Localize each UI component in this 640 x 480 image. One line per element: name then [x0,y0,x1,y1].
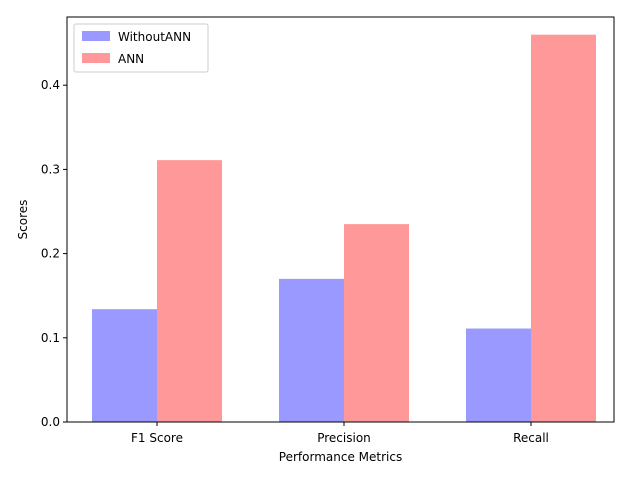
legend-label-ann: ANN [118,52,144,66]
bar-withoutann-recall [466,328,531,422]
bar-ann-precision [344,224,409,422]
y-tick-label: 0.2 [41,247,60,261]
bar-withoutann-f1-score [92,309,157,422]
y-tick-label: 0.1 [41,331,60,345]
x-axis: F1 Score Precision Recall [131,422,549,445]
bar-ann-recall [531,34,596,422]
bar-ann-f1-score [157,160,222,423]
legend-swatch-ann [82,53,110,63]
y-tick-label: 0.0 [41,415,60,429]
x-axis-label: Performance Metrics [279,450,402,464]
axes-frame [66,16,615,423]
bar-withoutann-precision [279,278,344,422]
y-axis: 0.0 0.1 0.2 0.3 0.4 [41,78,67,429]
x-tick-label: Recall [513,431,549,445]
bars [92,34,596,423]
legend: WithoutANN ANN [73,23,209,73]
x-tick-label: F1 Score [131,431,183,445]
y-tick-label: 0.4 [41,78,60,92]
legend-swatch-without-ann [82,31,110,41]
legend-label-without-ann: WithoutANN [118,30,191,44]
x-tick-label: Precision [317,431,371,445]
y-axis-label: Scores [16,200,30,240]
y-tick-label: 0.3 [41,162,60,176]
